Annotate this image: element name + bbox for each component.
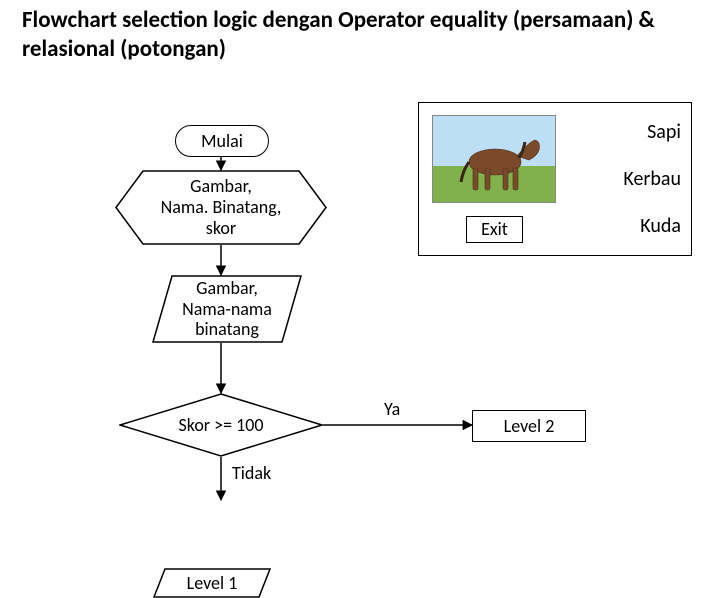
exit-button[interactable]: Exit [466, 216, 523, 243]
flow-io-parallelogram: Gambar, Nama-nama binatang [152, 275, 302, 343]
flow-preparation-label: Gambar, Nama. Binatang, skor [115, 170, 327, 245]
flow-io-label: Gambar, Nama-nama binatang [152, 275, 302, 343]
connector-layer [0, 0, 720, 540]
flow-level2-box: Level 2 [472, 410, 586, 442]
quiz-panel-left-col: Exit [419, 103, 566, 255]
quiz-options-col: Sapi Kerbau Kuda [566, 103, 691, 255]
slide-title: Flowchart selection logic dengan Operato… [22, 6, 662, 64]
flow-level1-label: Level 1 [153, 568, 271, 598]
option-sapi[interactable]: Sapi [647, 120, 681, 144]
flow-preparation-hexagon: Gambar, Nama. Binatang, skor [115, 170, 327, 245]
decision-yes-label: Ya [384, 398, 400, 420]
horse-image [432, 115, 556, 203]
slide-stage: Flowchart selection logic dengan Operato… [0, 0, 720, 540]
decision-no-label: Tidak [232, 462, 271, 484]
flow-start-terminator: Mulai [175, 125, 269, 157]
option-kuda[interactable]: Kuda [640, 214, 681, 238]
flow-decision-diamond: Skor >= 100 [119, 393, 323, 457]
quiz-panel: Exit Sapi Kerbau Kuda [418, 102, 692, 256]
flow-decision-label: Skor >= 100 [119, 393, 323, 457]
flow-level1-parallelogram: Level 1 [153, 568, 271, 598]
option-kerbau[interactable]: Kerbau [623, 167, 681, 191]
